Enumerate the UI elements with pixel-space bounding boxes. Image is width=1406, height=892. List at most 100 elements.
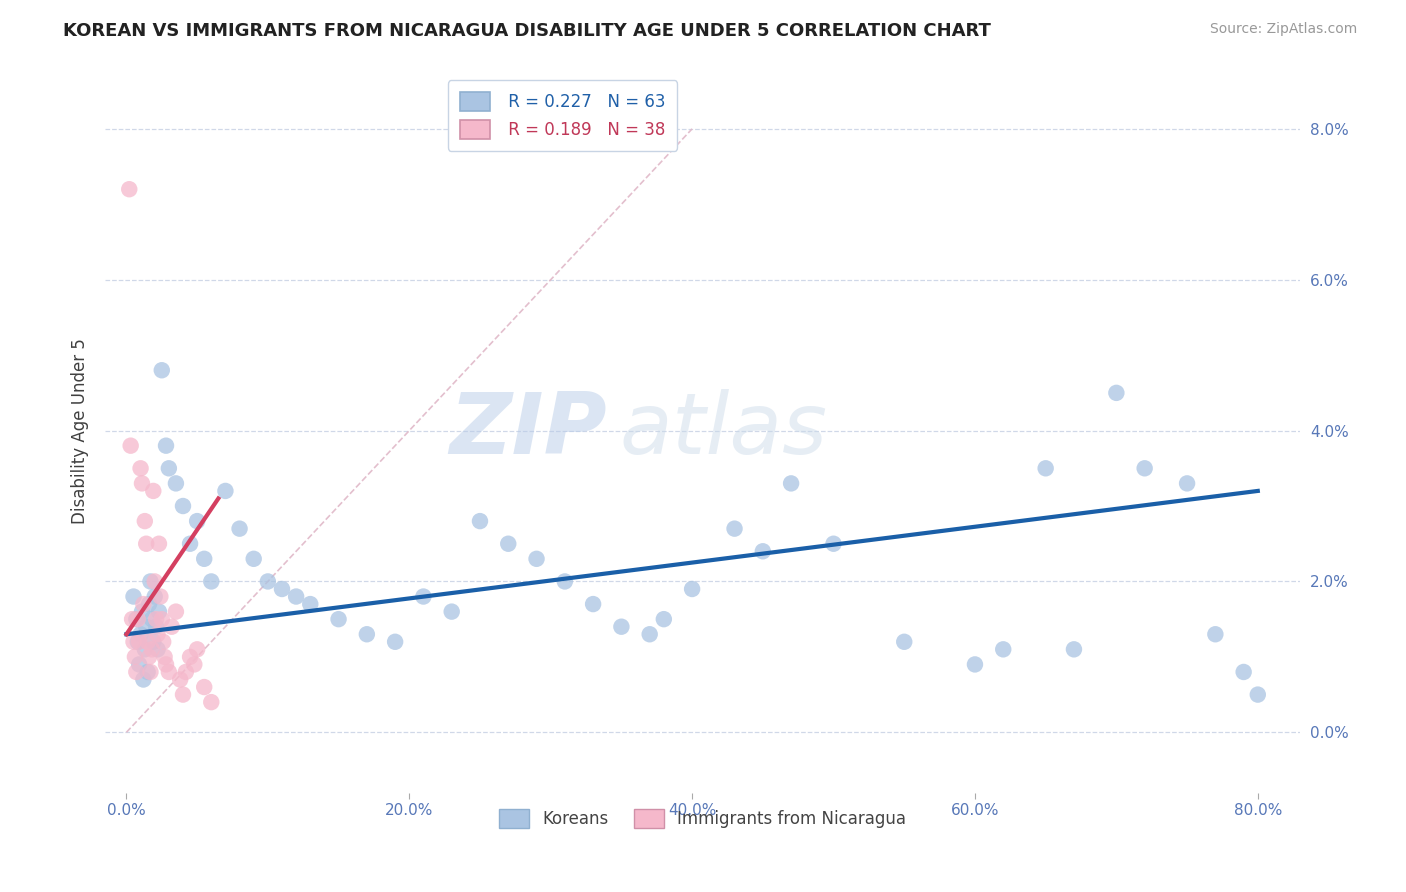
Point (183, 657, 205, 672)
Point (121, 612, 143, 626)
Point (496, 537, 519, 551)
Point (136, 665, 159, 679)
Point (145, 612, 167, 626)
Point (610, 620, 633, 634)
Point (214, 483, 236, 498)
Point (128, 657, 150, 672)
Point (412, 590, 434, 604)
Point (1133, 461, 1156, 475)
Point (138, 597, 160, 611)
Text: atlas: atlas (619, 389, 827, 472)
Point (328, 612, 350, 626)
Point (1105, 385, 1128, 400)
Point (129, 461, 152, 475)
Point (155, 657, 177, 672)
Y-axis label: Disability Age Under 5: Disability Age Under 5 (72, 338, 89, 524)
Point (582, 597, 605, 611)
Point (193, 551, 215, 566)
Point (128, 634, 150, 648)
Point (141, 642, 163, 657)
Point (122, 634, 145, 648)
Point (132, 673, 155, 687)
Point (186, 514, 208, 528)
Point (468, 514, 491, 528)
Point (143, 590, 166, 604)
Point (179, 649, 201, 664)
Point (127, 612, 149, 626)
Point (132, 597, 155, 611)
Point (440, 605, 463, 619)
Point (138, 649, 160, 664)
Point (118, 182, 141, 196)
Point (638, 627, 661, 641)
Point (554, 574, 576, 589)
Point (157, 665, 180, 679)
Point (125, 665, 148, 679)
Point (186, 642, 208, 657)
Point (139, 665, 162, 679)
Point (155, 439, 177, 453)
Point (160, 620, 183, 634)
Point (228, 522, 250, 536)
Point (149, 590, 172, 604)
Point (152, 634, 174, 648)
Point (148, 537, 170, 551)
Point (193, 680, 215, 694)
Point (299, 597, 322, 611)
Point (136, 634, 159, 648)
Point (120, 439, 142, 453)
Point (200, 695, 222, 709)
Point (652, 612, 675, 626)
Point (125, 612, 148, 626)
Point (993, 642, 1015, 657)
Point (723, 522, 745, 536)
Point (172, 499, 194, 513)
Point (135, 537, 157, 551)
Point (139, 574, 162, 589)
Text: KOREAN VS IMMIGRANTS FROM NICARAGUA DISABILITY AGE UNDER 5 CORRELATION CHART: KOREAN VS IMMIGRANTS FROM NICARAGUA DISA… (63, 22, 991, 40)
Point (242, 551, 264, 566)
Point (131, 476, 153, 491)
Legend: Koreans, Immigrants from Nicaragua: Koreans, Immigrants from Nicaragua (492, 803, 912, 835)
Point (134, 514, 156, 528)
Point (823, 537, 845, 551)
Point (142, 483, 165, 498)
Point (157, 461, 180, 475)
Point (134, 642, 156, 657)
Point (271, 582, 294, 596)
Point (131, 605, 153, 619)
Point (174, 665, 197, 679)
Point (146, 627, 169, 641)
Point (963, 657, 986, 672)
Point (127, 634, 149, 648)
Text: ZIP: ZIP (450, 389, 607, 472)
Point (145, 620, 167, 634)
Point (893, 634, 915, 648)
Point (1035, 461, 1057, 475)
Point (1233, 665, 1256, 679)
Point (142, 634, 165, 648)
Point (165, 476, 187, 491)
Point (356, 627, 378, 641)
Point (150, 612, 173, 626)
Point (141, 612, 163, 626)
Point (124, 649, 146, 664)
Point (1247, 688, 1270, 702)
Point (384, 634, 406, 648)
Point (179, 537, 201, 551)
Point (1063, 642, 1085, 657)
Point (1204, 627, 1226, 641)
Point (165, 605, 187, 619)
Point (172, 688, 194, 702)
Point (169, 673, 191, 687)
Point (752, 544, 775, 558)
Point (135, 620, 157, 634)
Point (257, 574, 280, 589)
Point (148, 605, 170, 619)
Point (681, 582, 703, 596)
Point (526, 551, 548, 566)
Point (153, 649, 176, 664)
Point (146, 642, 169, 657)
Point (285, 590, 308, 604)
Point (129, 627, 152, 641)
